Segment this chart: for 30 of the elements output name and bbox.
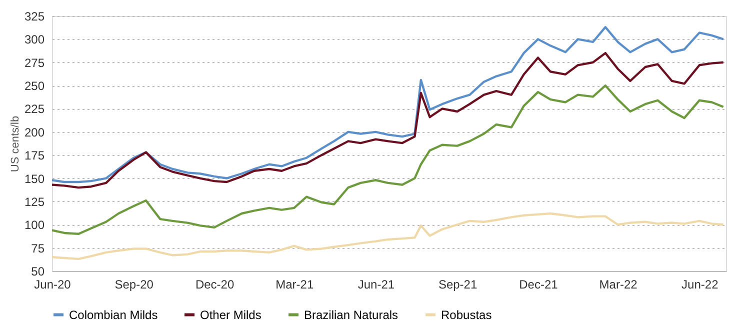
y-tick-label: 150: [24, 172, 45, 186]
x-tick-label: Sep-21: [438, 278, 478, 292]
y-tick-label: 50: [31, 264, 45, 278]
x-tick-label: Sep-20: [114, 278, 154, 292]
x-tick-label: Jun-21: [358, 278, 395, 292]
x-tick-label: Mar-22: [599, 278, 638, 292]
line-series: [52, 212, 724, 260]
legend-label: Robustas: [441, 308, 492, 322]
y-tick-label: 175: [24, 148, 45, 163]
y-tick-label: 225: [24, 102, 45, 116]
y-tick-label: 75: [31, 241, 45, 256]
x-tick-label: Jun-20: [34, 278, 72, 292]
y-tick-label: 100: [24, 218, 45, 232]
line-series: [52, 52, 724, 189]
x-tick-label: Dec-21: [519, 278, 558, 292]
y-tick-label: 275: [24, 56, 45, 70]
x-tick-label: Mar-21: [276, 278, 314, 292]
legend-label: Brazilian Naturals: [304, 308, 398, 322]
y-tick-label: 300: [24, 32, 45, 47]
legend-label: Colombian Milds: [69, 308, 158, 322]
legend-label: Other Milds: [200, 308, 262, 322]
x-tick-label: Dec-20: [195, 278, 234, 292]
y-tick-label: 250: [24, 79, 45, 94]
line-series: [52, 26, 724, 184]
x-tick-label: Jun-22: [682, 278, 719, 292]
y-tick-label: 325: [24, 10, 45, 24]
y-tick-label: 200: [24, 125, 45, 140]
y-tick-label: 125: [24, 194, 45, 209]
line-series: [52, 84, 724, 236]
y-axis-title: US cents/lb: [9, 116, 22, 172]
